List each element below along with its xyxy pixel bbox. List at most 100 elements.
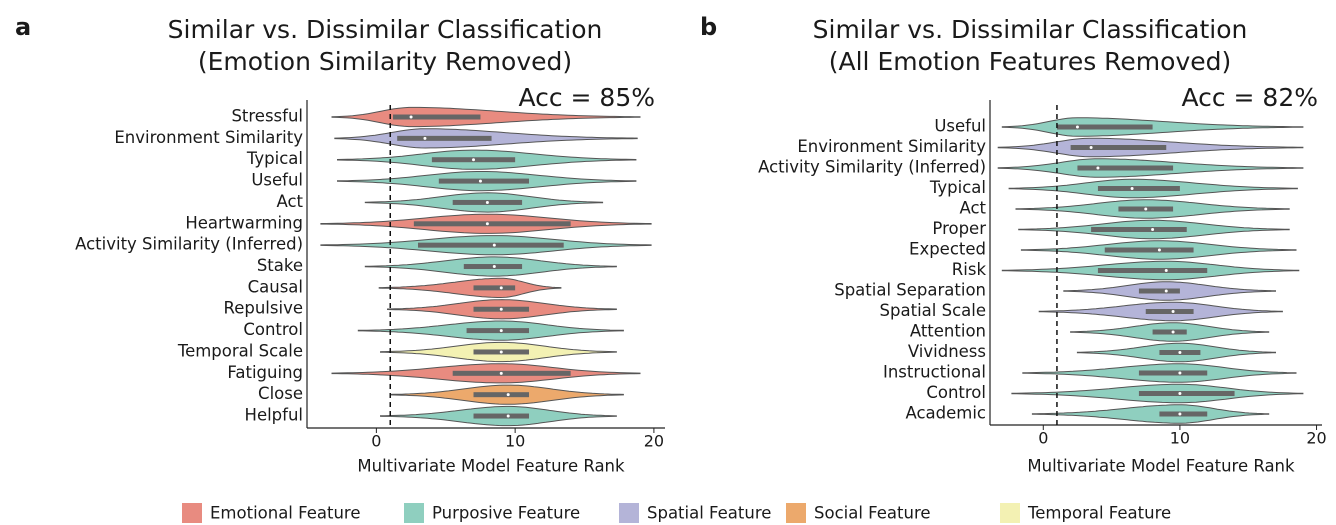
x-axis-label: Multivariate Model Feature Rank (357, 457, 625, 476)
category-label: Spatial Scale (880, 301, 986, 320)
box (1138, 288, 1180, 294)
box (1138, 391, 1235, 396)
category-label: Activity Similarity (Inferred) (75, 235, 303, 254)
box (1056, 124, 1153, 130)
category-label: Expected (909, 240, 986, 259)
category-label: Stressful (231, 107, 303, 126)
median (1130, 187, 1134, 190)
legend-label: Emotional Feature (210, 504, 361, 523)
box (1145, 309, 1194, 314)
category-label: Environment Similarity (114, 128, 303, 147)
category-label: Control (243, 320, 303, 339)
median (423, 136, 427, 140)
box (438, 178, 530, 184)
median (1096, 166, 1100, 170)
x-tick-label: 0 (371, 432, 381, 451)
legend-label: Spatial Feature (647, 504, 771, 523)
category-label: Useful (251, 171, 303, 190)
box (473, 285, 516, 291)
category-label: Risk (952, 260, 987, 279)
median (472, 158, 476, 162)
category-label: Attention (910, 322, 986, 341)
category-label: Proper (932, 219, 986, 238)
category-label: Stake (257, 256, 303, 275)
box (1104, 247, 1194, 253)
category-label: Repulsive (224, 299, 304, 318)
category-label: Academic (905, 404, 986, 423)
category-label: Instructional (883, 363, 986, 382)
box (466, 328, 530, 334)
median (1178, 351, 1182, 354)
category-label: Temporal Scale (177, 341, 303, 360)
legend-swatch (182, 503, 202, 523)
category-label: Causal (248, 277, 303, 296)
median (506, 414, 510, 418)
box (473, 392, 530, 398)
median (1144, 207, 1148, 211)
median (1075, 125, 1079, 129)
category-label: Useful (934, 117, 986, 136)
category-label: Spatial Separation (834, 281, 986, 300)
x-axis-label: Multivariate Model Feature Rank (1027, 457, 1295, 476)
box (1152, 329, 1187, 335)
legend-label: Purposive Feature (432, 504, 580, 523)
category-label: Fatiguing (227, 363, 303, 382)
median (492, 265, 496, 269)
box (1091, 227, 1187, 232)
violin (1001, 117, 1304, 137)
box (1070, 145, 1167, 150)
median (499, 286, 503, 290)
category-label: Vividness (908, 342, 986, 361)
category-label: Control (926, 383, 986, 402)
median (1164, 269, 1168, 272)
median (1178, 371, 1182, 375)
median (492, 243, 496, 247)
violin (1031, 404, 1270, 424)
median (409, 115, 413, 119)
category-label: Helpful (245, 406, 303, 425)
box (1097, 186, 1180, 191)
median (1089, 146, 1093, 149)
box (1138, 370, 1208, 376)
category-label: Act (276, 192, 303, 211)
category-label: Typical (929, 178, 986, 197)
median (1178, 392, 1182, 395)
box (397, 135, 492, 141)
legend-swatch (619, 503, 639, 523)
median (1178, 412, 1182, 416)
x-tick-label: 0 (1038, 429, 1048, 448)
legend-swatch (786, 503, 806, 523)
median (485, 200, 489, 204)
box (393, 114, 481, 120)
x-tick-label: 20 (644, 432, 664, 451)
chart-subtitle: (Emotion Similarity Removed) (198, 47, 572, 76)
legend-label: Social Feature (814, 504, 931, 523)
category-label: Environment Similarity (797, 137, 986, 156)
panel-label: a (15, 13, 31, 41)
box (473, 413, 530, 419)
median (499, 307, 503, 311)
median (1171, 310, 1175, 313)
violin (331, 106, 641, 128)
category-label: Typical (246, 149, 303, 168)
median (478, 179, 482, 183)
category-label: Close (258, 384, 303, 403)
legend-swatch (1000, 503, 1020, 523)
x-tick-label: 10 (1170, 429, 1190, 448)
category-label: Heartwarming (185, 213, 303, 232)
category-label: Act (959, 199, 986, 218)
chart-subtitle: (All Emotion Features Removed) (829, 47, 1232, 76)
median (506, 393, 510, 397)
median (1157, 248, 1161, 252)
legend-label: Temporal Feature (1027, 504, 1171, 523)
box (1077, 165, 1174, 171)
x-tick-label: 20 (1306, 429, 1326, 448)
median (485, 222, 489, 226)
median (1164, 289, 1168, 293)
box (452, 370, 571, 376)
median (1171, 330, 1175, 334)
annotation: Acc = 85% (518, 83, 655, 112)
x-tick-label: 10 (505, 432, 525, 451)
median (499, 350, 503, 354)
